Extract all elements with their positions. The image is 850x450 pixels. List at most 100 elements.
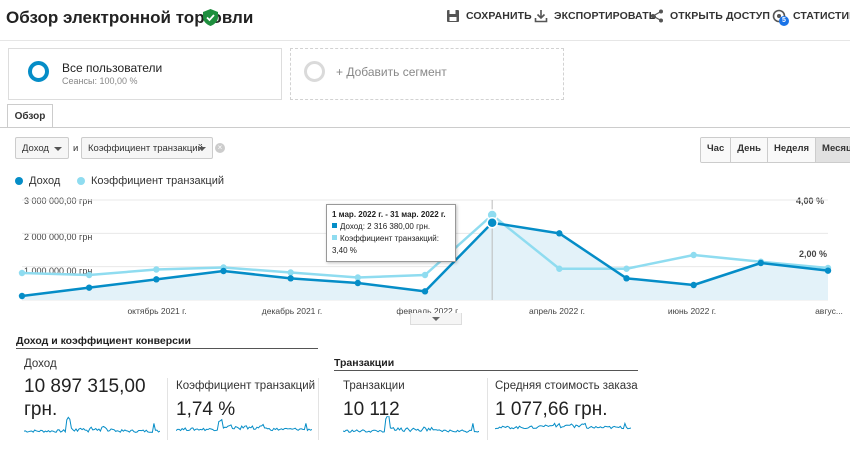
add-segment-label: + Добавить сегмент [336, 65, 447, 79]
data-point-revenue[interactable] [18, 292, 26, 300]
data-point-rate[interactable] [153, 266, 160, 273]
metric-transactions-value: 10 112 [343, 399, 400, 420]
sparkline-path [24, 416, 160, 434]
metric-divider [487, 378, 488, 440]
x-tick-label: декабрь 2021 г. [261, 306, 323, 316]
data-point-revenue[interactable] [354, 279, 362, 287]
sparkline-transactions [343, 416, 479, 433]
data-point-revenue[interactable] [757, 259, 765, 267]
data-point-revenue[interactable] [153, 276, 160, 283]
tab-overview[interactable]: Обзор [7, 104, 53, 128]
data-point-revenue[interactable] [287, 275, 294, 282]
header-divider [0, 40, 850, 41]
section-underline [334, 370, 638, 371]
data-point-rate[interactable] [690, 251, 697, 259]
export-label: ЭКСПОРТИРОВАТЬ [554, 10, 657, 22]
section-title-transactions: Транзакции [334, 357, 395, 369]
legend-rate-dot [77, 177, 85, 185]
metric-selector-primary[interactable]: Доход [15, 137, 69, 159]
time-granularity-group: Час День Неделя Месяц [700, 137, 850, 163]
verified-shield-icon [203, 9, 218, 26]
data-point-revenue[interactable] [690, 281, 697, 289]
tooltip-rate-swatch [332, 235, 337, 240]
data-point-rate[interactable] [85, 271, 93, 279]
save-label: СОХРАНИТЬ [466, 10, 532, 22]
time-hour-button[interactable]: Час [701, 138, 731, 162]
insights-button[interactable]: 5 СТАТИСТИКА [772, 9, 850, 26]
add-segment-button[interactable]: + Добавить сегмент [290, 48, 564, 100]
legend-revenue[interactable]: Доход [15, 175, 60, 187]
sparkline-path [176, 418, 312, 432]
section-underline [16, 348, 318, 349]
data-point-rate[interactable] [623, 265, 630, 272]
time-month-button[interactable]: Месяц [815, 138, 850, 162]
data-point-rate[interactable] [421, 271, 429, 279]
legend-revenue-label: Доход [29, 175, 61, 187]
data-point-revenue[interactable] [486, 217, 498, 229]
tooltip-revenue-swatch [332, 223, 337, 228]
data-point-revenue[interactable] [421, 288, 429, 295]
metric-revenue-currency: грн. [24, 399, 58, 420]
data-point-rate[interactable] [18, 269, 26, 277]
save-icon [447, 10, 459, 22]
x-tick-label: июнь 2022 г. [667, 306, 717, 316]
data-point-revenue[interactable] [623, 275, 630, 282]
share-label: ОТКРЫТЬ ДОСТУП [670, 10, 771, 22]
y-right-tick-label: 2,00 % [799, 249, 828, 259]
tooltip-rate-row: Коэффициент транзакций: 3,40 % [332, 233, 450, 257]
page-title: Обзор электронной торговли [6, 8, 254, 27]
insights-icon: 5 [772, 9, 789, 26]
sparkline-rate [176, 418, 312, 432]
y-right-tick-label: 4,00 % [796, 196, 825, 206]
metric-primary-label: Доход [22, 143, 49, 154]
data-point-revenue[interactable] [556, 230, 563, 237]
chevron-down-icon [198, 147, 206, 151]
metric-revenue-value: 10 897 315,00 грн. [24, 375, 146, 421]
chevron-down-icon [54, 147, 62, 151]
chart-collapse-handle[interactable] [410, 313, 462, 325]
and-label: и [73, 143, 79, 154]
legend-rate[interactable]: Коэффициент транзакций [77, 175, 224, 187]
metric-divider [167, 378, 168, 440]
time-day-button[interactable]: День [730, 138, 767, 162]
y-tick-label: 1 000 000,00 грн [24, 266, 93, 276]
data-point-rate[interactable] [556, 265, 563, 272]
metric-aov-label: Средняя стоимость заказа [495, 380, 638, 392]
data-point-rate[interactable] [287, 269, 294, 276]
x-tick-label: авгус... [815, 306, 843, 316]
metric-revenue-label: Доход [24, 358, 57, 370]
remove-metric-icon[interactable]: × [215, 143, 225, 153]
segment-color-ring [28, 61, 49, 82]
y-tick-label: 2 000 000,00 грн [24, 232, 93, 242]
metric-aov-value: 1 077,66 грн. [495, 399, 608, 420]
time-week-button[interactable]: Неделя [767, 138, 816, 162]
export-button[interactable]: ЭКСПОРТИРОВАТЬ [534, 9, 656, 23]
insights-label: СТАТИСТИКА [793, 10, 850, 22]
tab-divider [0, 127, 850, 128]
segment-all-users[interactable]: Все пользователи Сеансы: 100,00 % [8, 48, 282, 100]
data-point-rate[interactable] [354, 274, 362, 281]
section-title-revenue-conversion: Доход и коэффициент конверсии [16, 335, 191, 347]
metric-divider [318, 378, 319, 440]
x-tick-label: апрель 2022 г. [529, 306, 585, 316]
tooltip-revenue-row: Доход: 2 316 380,00 грн. [332, 221, 450, 233]
segment-sessions: Сеансы: 100,00 % [62, 76, 138, 86]
metric-secondary-label: Коэффициент транзакций [88, 143, 203, 154]
metric-selector-secondary[interactable]: Коэффициент транзакций [81, 137, 213, 159]
share-button[interactable]: ОТКРЫТЬ ДОСТУП [650, 9, 770, 23]
save-button[interactable]: СОХРАНИТЬ [446, 9, 532, 23]
tooltip-revenue: Доход: 2 316 380,00 грн. [340, 222, 431, 231]
data-point-revenue[interactable] [85, 284, 93, 291]
empty-segment-ring [304, 61, 325, 82]
x-tick-label: февраль 2022 г. [396, 306, 460, 316]
metric-rate-label: Коэффициент транзакций [176, 380, 316, 392]
metric-transactions-label: Транзакции [343, 380, 405, 392]
data-point-revenue[interactable] [220, 267, 227, 275]
legend-rate-label: Коэффициент транзакций [91, 175, 225, 187]
sparkline-path [343, 416, 479, 433]
sparkline-path [495, 421, 631, 430]
data-point-revenue[interactable] [824, 267, 832, 274]
insights-badge: 5 [779, 16, 789, 26]
share-icon [651, 9, 663, 23]
tooltip-rate: Коэффициент транзакций: 3,40 % [332, 234, 439, 255]
